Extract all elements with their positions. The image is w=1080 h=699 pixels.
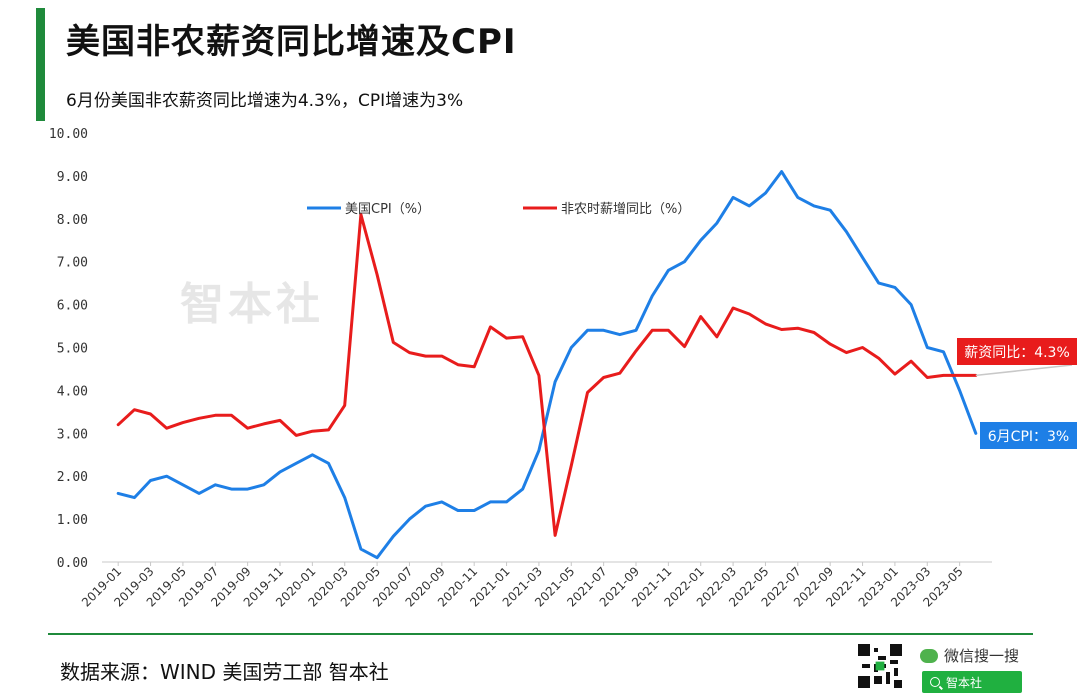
title-accent-bar xyxy=(36,8,45,121)
wechat-icon xyxy=(920,648,938,663)
wechat-search-label: 微信搜一搜 xyxy=(920,645,1019,666)
cpi-series-line xyxy=(116,170,978,560)
qr-code-icon[interactable] xyxy=(858,644,902,688)
y-tick-label: 1.00 xyxy=(57,513,88,528)
cpi-callout-box xyxy=(980,422,1077,449)
line-chart: 0.00 1.00 2.00 3.00 4.00 5.00 6.00 7.00 8.00 9.00… xyxy=(49,127,1077,610)
y-tick-label: 2.00 xyxy=(57,470,88,485)
y-tick-label: 9.00 xyxy=(57,170,88,185)
wage-callout-box xyxy=(957,338,1077,365)
y-tick-label: 5.00 xyxy=(57,342,88,357)
y-tick-label: 8.00 xyxy=(57,213,88,228)
wage-callout-label: 薪资同比：4.3% xyxy=(964,345,1070,361)
y-tick-label: 10.00 xyxy=(49,127,88,142)
chart-title: 美国非农薪资同比增速及CPI xyxy=(66,22,517,62)
y-tick-label: 0.00 xyxy=(57,556,88,571)
footer-divider xyxy=(48,633,1033,635)
legend-cpi-label: 美国CPI（%） xyxy=(345,202,430,217)
legend-wage-label: 非农时薪增同比（%） xyxy=(561,202,690,217)
y-tick-label: 4.00 xyxy=(57,384,88,399)
y-tick-label: 7.00 xyxy=(57,256,88,271)
wechat-search-text: 微信搜一搜 xyxy=(944,647,1020,665)
wechat-search-box[interactable]: 智本社 xyxy=(922,671,1022,693)
y-tick-label: 3.00 xyxy=(57,427,88,442)
watermark-text: 智本社 xyxy=(180,279,324,330)
wage-callout-leader xyxy=(975,364,1073,377)
y-tick-label: 6.00 xyxy=(57,299,88,314)
search-box-text: 智本社 xyxy=(946,675,983,690)
data-source: 数据来源：WIND 美国劳工部 智本社 xyxy=(60,660,389,684)
chart-subtitle: 6月份美国非农薪资同比增速为4.3%，CPI增速为3% xyxy=(66,91,464,111)
wage-series-line xyxy=(116,213,978,537)
cpi-callout-label: 6月CPI：3% xyxy=(988,429,1069,445)
search-icon xyxy=(930,677,940,687)
